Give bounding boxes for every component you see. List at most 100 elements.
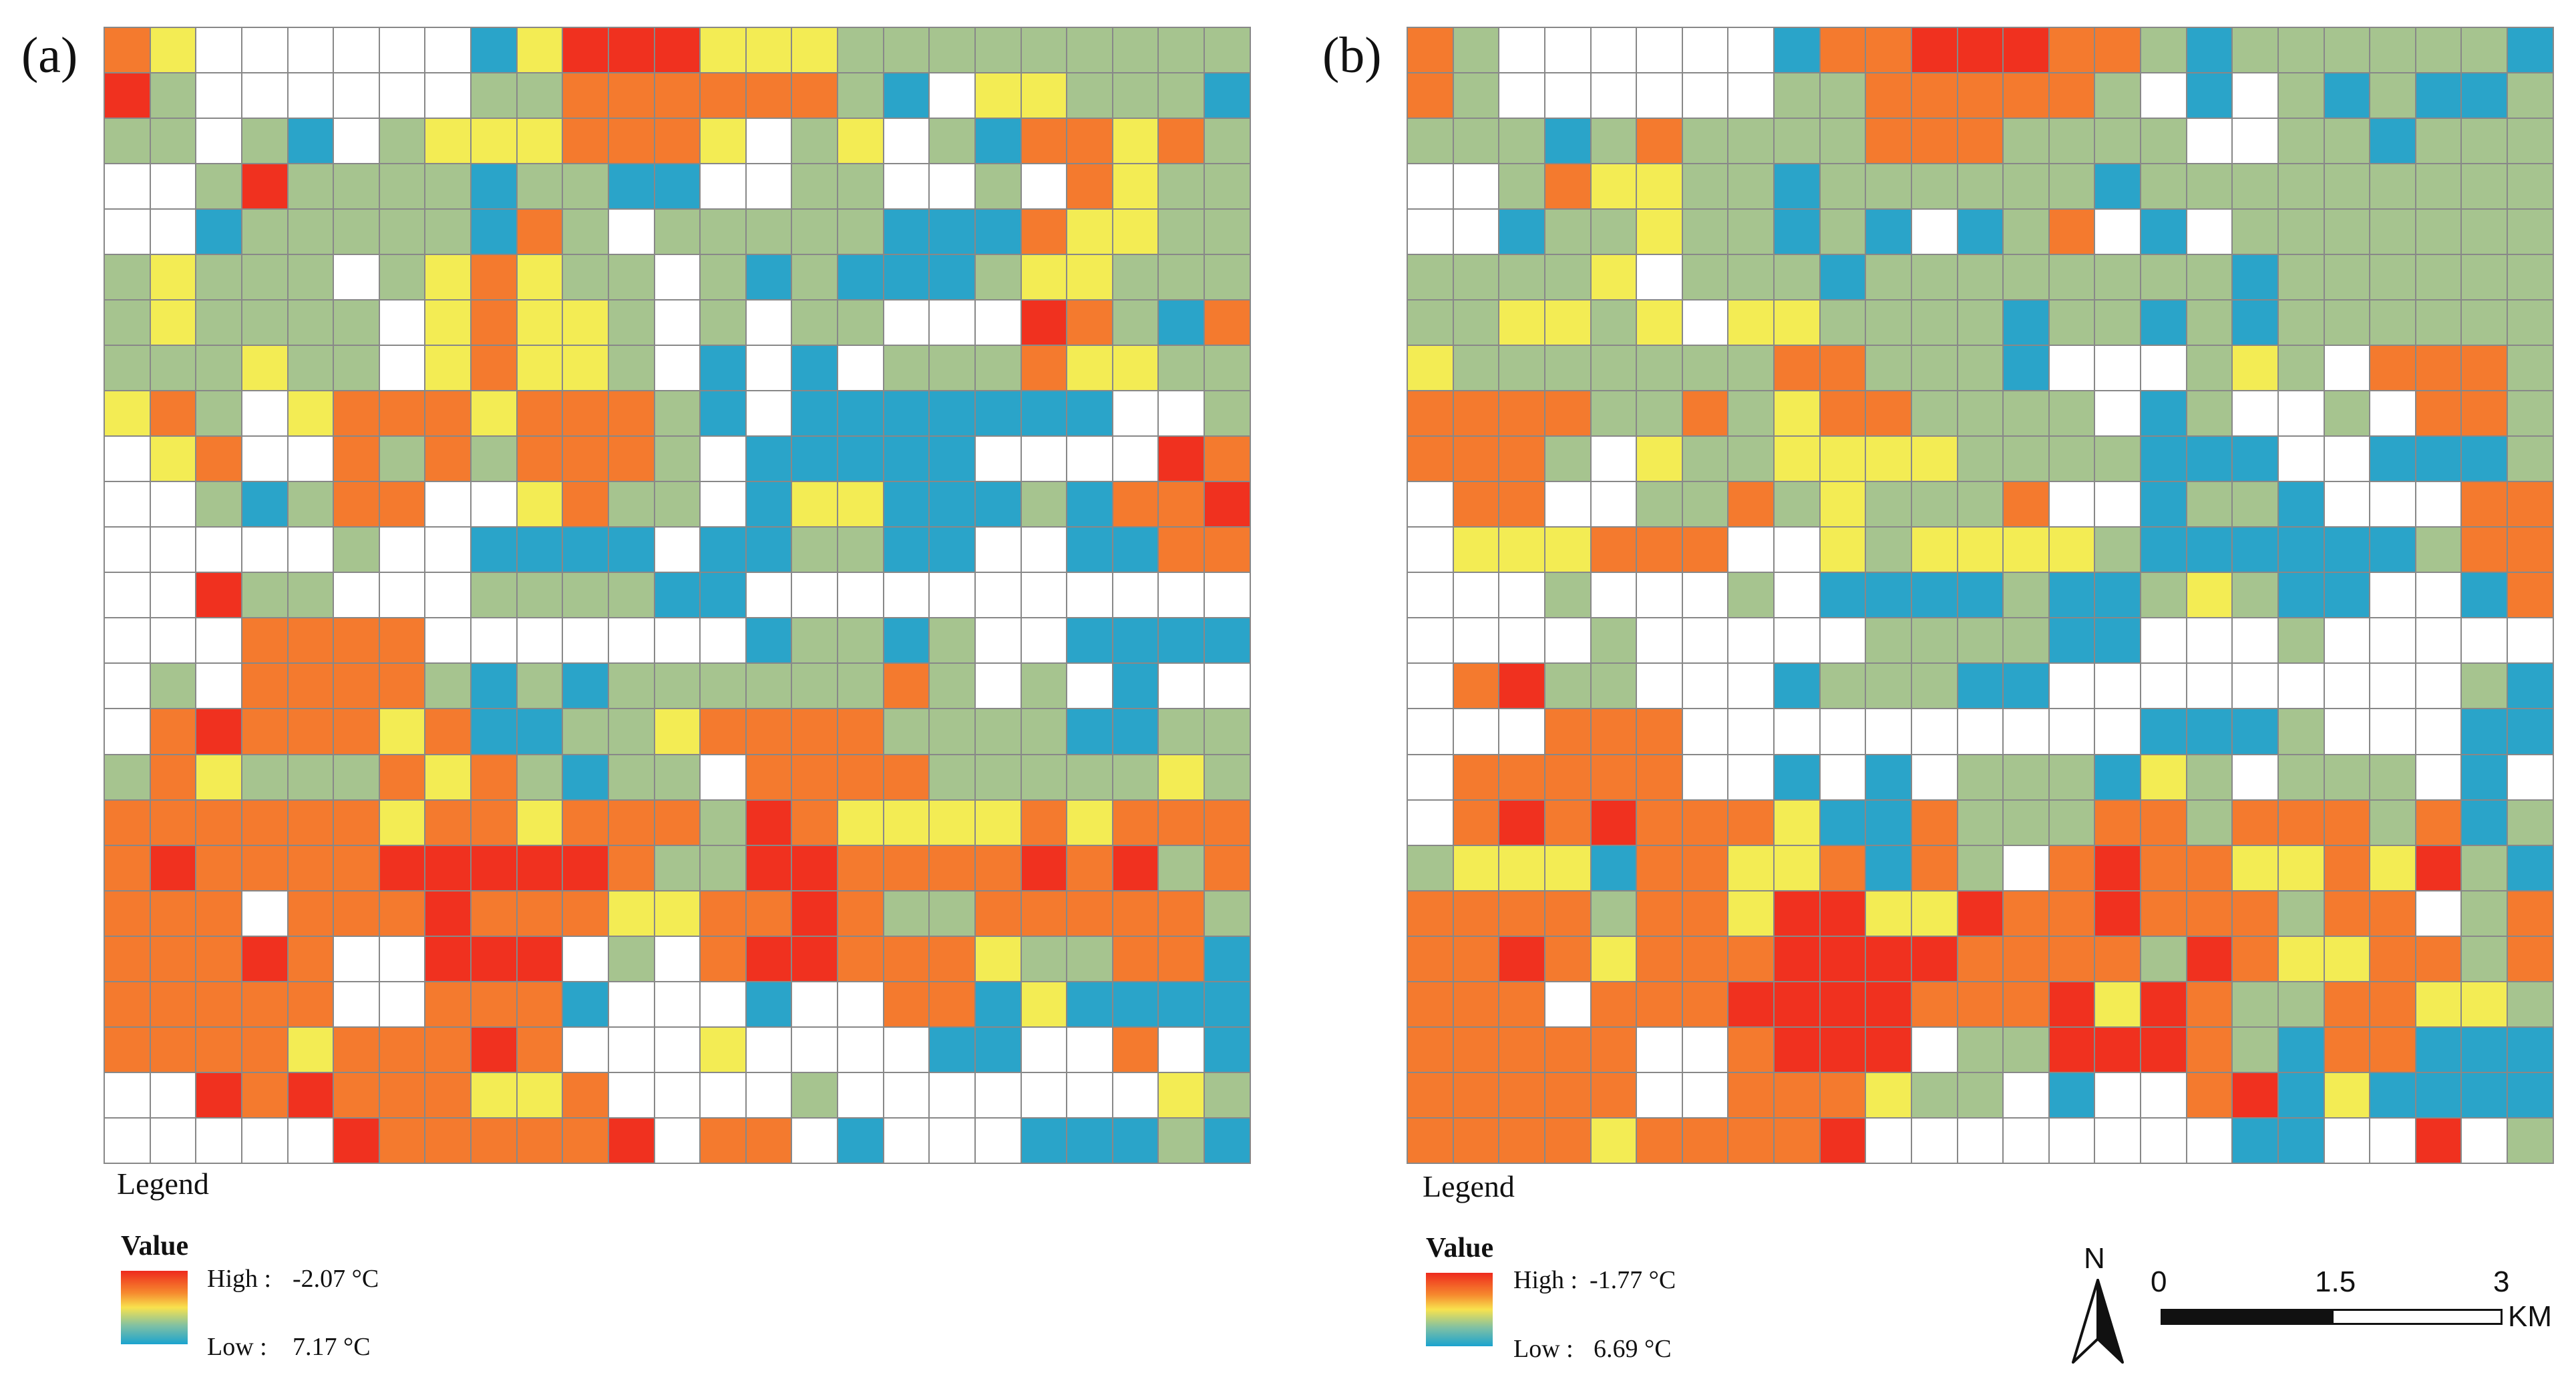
- grid-cell: [1452, 481, 1499, 527]
- grid-cell: [928, 208, 974, 254]
- grid-cell: [2277, 708, 2324, 754]
- grid-cell: [287, 572, 333, 618]
- grid-cell: [470, 662, 516, 709]
- grid-cell: [1819, 118, 1865, 164]
- grid-cell: [2094, 254, 2140, 300]
- grid-cell: [2231, 753, 2277, 799]
- grid-cell: [1681, 390, 1728, 436]
- grid-cell: [2231, 208, 2277, 254]
- grid-cell: [791, 572, 837, 618]
- grid-cell: [974, 254, 1021, 300]
- grid-cell: [1865, 799, 1911, 845]
- grid-cell: [1204, 526, 1250, 572]
- grid-cell: [2002, 118, 2048, 164]
- grid-cell: [562, 889, 608, 936]
- grid-cell: [2369, 753, 2415, 799]
- grid-cell: [1020, 1026, 1067, 1072]
- grid-cell: [1681, 208, 1728, 254]
- grid-cell: [2140, 299, 2186, 345]
- grid-cell: [1543, 163, 1590, 209]
- grid-cell: [2185, 844, 2232, 890]
- grid-cell: [2094, 889, 2140, 936]
- grid-cell: [1020, 208, 1067, 254]
- grid-cell: [1773, 118, 1819, 164]
- grid-cell: [2231, 662, 2277, 709]
- grid-cell: [1543, 345, 1590, 391]
- grid-cell: [516, 163, 562, 209]
- grid-cell: [2414, 481, 2461, 527]
- grid-cell: [1543, 935, 1590, 981]
- grid-cell: [1819, 572, 1865, 618]
- grid-cell: [2231, 72, 2277, 118]
- grid-cell: [1910, 935, 1957, 981]
- grid-cell: [516, 753, 562, 799]
- grid-cell: [1773, 1026, 1819, 1072]
- grid-cell: [2002, 753, 2048, 799]
- grid-cell: [470, 435, 516, 481]
- grid-cell: [653, 72, 700, 118]
- grid-cell: [607, 1117, 654, 1163]
- grid-cell: [2140, 1117, 2186, 1163]
- grid-cell: [424, 254, 470, 300]
- grid-cell: [1157, 1117, 1204, 1163]
- grid-cell: [837, 27, 883, 73]
- grid-cell: [2414, 435, 2461, 481]
- grid-cell: [2094, 617, 2140, 663]
- grid-cell: [1681, 753, 1728, 799]
- grid-cell: [2002, 72, 2048, 118]
- grid-cell: [333, 345, 379, 391]
- grid-cell: [470, 708, 516, 754]
- grid-cell: [745, 935, 791, 981]
- grid-cell: [2460, 163, 2507, 209]
- grid-cell: [2369, 163, 2415, 209]
- grid-cell: [2323, 1117, 2370, 1163]
- grid-cell: [1865, 435, 1911, 481]
- grid-cell: [1636, 1071, 1682, 1117]
- grid-cell: [2094, 345, 2140, 391]
- grid-cell: [149, 799, 196, 845]
- grid-cell: [1407, 1071, 1453, 1117]
- grid-cell: [1819, 799, 1865, 845]
- grid-cell: [791, 345, 837, 391]
- grid-cell: [1204, 708, 1250, 754]
- grid-cell: [745, 481, 791, 527]
- grid-cell: [2277, 526, 2324, 572]
- grid-cell: [1452, 617, 1499, 663]
- grid-cell: [1773, 299, 1819, 345]
- grid-cell: [2323, 435, 2370, 481]
- grid-cell: [195, 617, 241, 663]
- grid-cell: [195, 526, 241, 572]
- grid-cell: [653, 299, 700, 345]
- grid-cell: [928, 617, 974, 663]
- grid-cell: [699, 299, 745, 345]
- grid-cell: [1773, 935, 1819, 981]
- grid-cell: [1590, 572, 1636, 618]
- scalebar-tick-1-5: 1.5: [2315, 1265, 2356, 1298]
- grid-cell: [974, 390, 1021, 436]
- grid-cell: [791, 526, 837, 572]
- grid-cell: [837, 1071, 883, 1117]
- grid-cell: [240, 254, 287, 300]
- grid-cell: [1543, 254, 1590, 300]
- grid-cell: [607, 481, 654, 527]
- grid-cell: [378, 390, 425, 436]
- grid-cell: [653, 163, 700, 209]
- grid-cell: [378, 254, 425, 300]
- grid-cell: [974, 1117, 1021, 1163]
- grid-cell: [1066, 345, 1112, 391]
- grid-cell: [2002, 799, 2048, 845]
- grid-cell: [333, 208, 379, 254]
- grid-cell: [1543, 390, 1590, 436]
- grid-cell: [745, 345, 791, 391]
- grid-cell: [1819, 1026, 1865, 1072]
- grid-cell: [745, 435, 791, 481]
- grid-cell: [1636, 118, 1682, 164]
- grid-cell: [240, 708, 287, 754]
- grid-cell: [424, 708, 470, 754]
- grid-cell: [562, 1071, 608, 1117]
- grid-cell: [791, 889, 837, 936]
- grid-cell: [837, 662, 883, 709]
- grid-cell: [1498, 299, 1544, 345]
- grid-cell: [378, 27, 425, 73]
- grid-cell: [2094, 390, 2140, 436]
